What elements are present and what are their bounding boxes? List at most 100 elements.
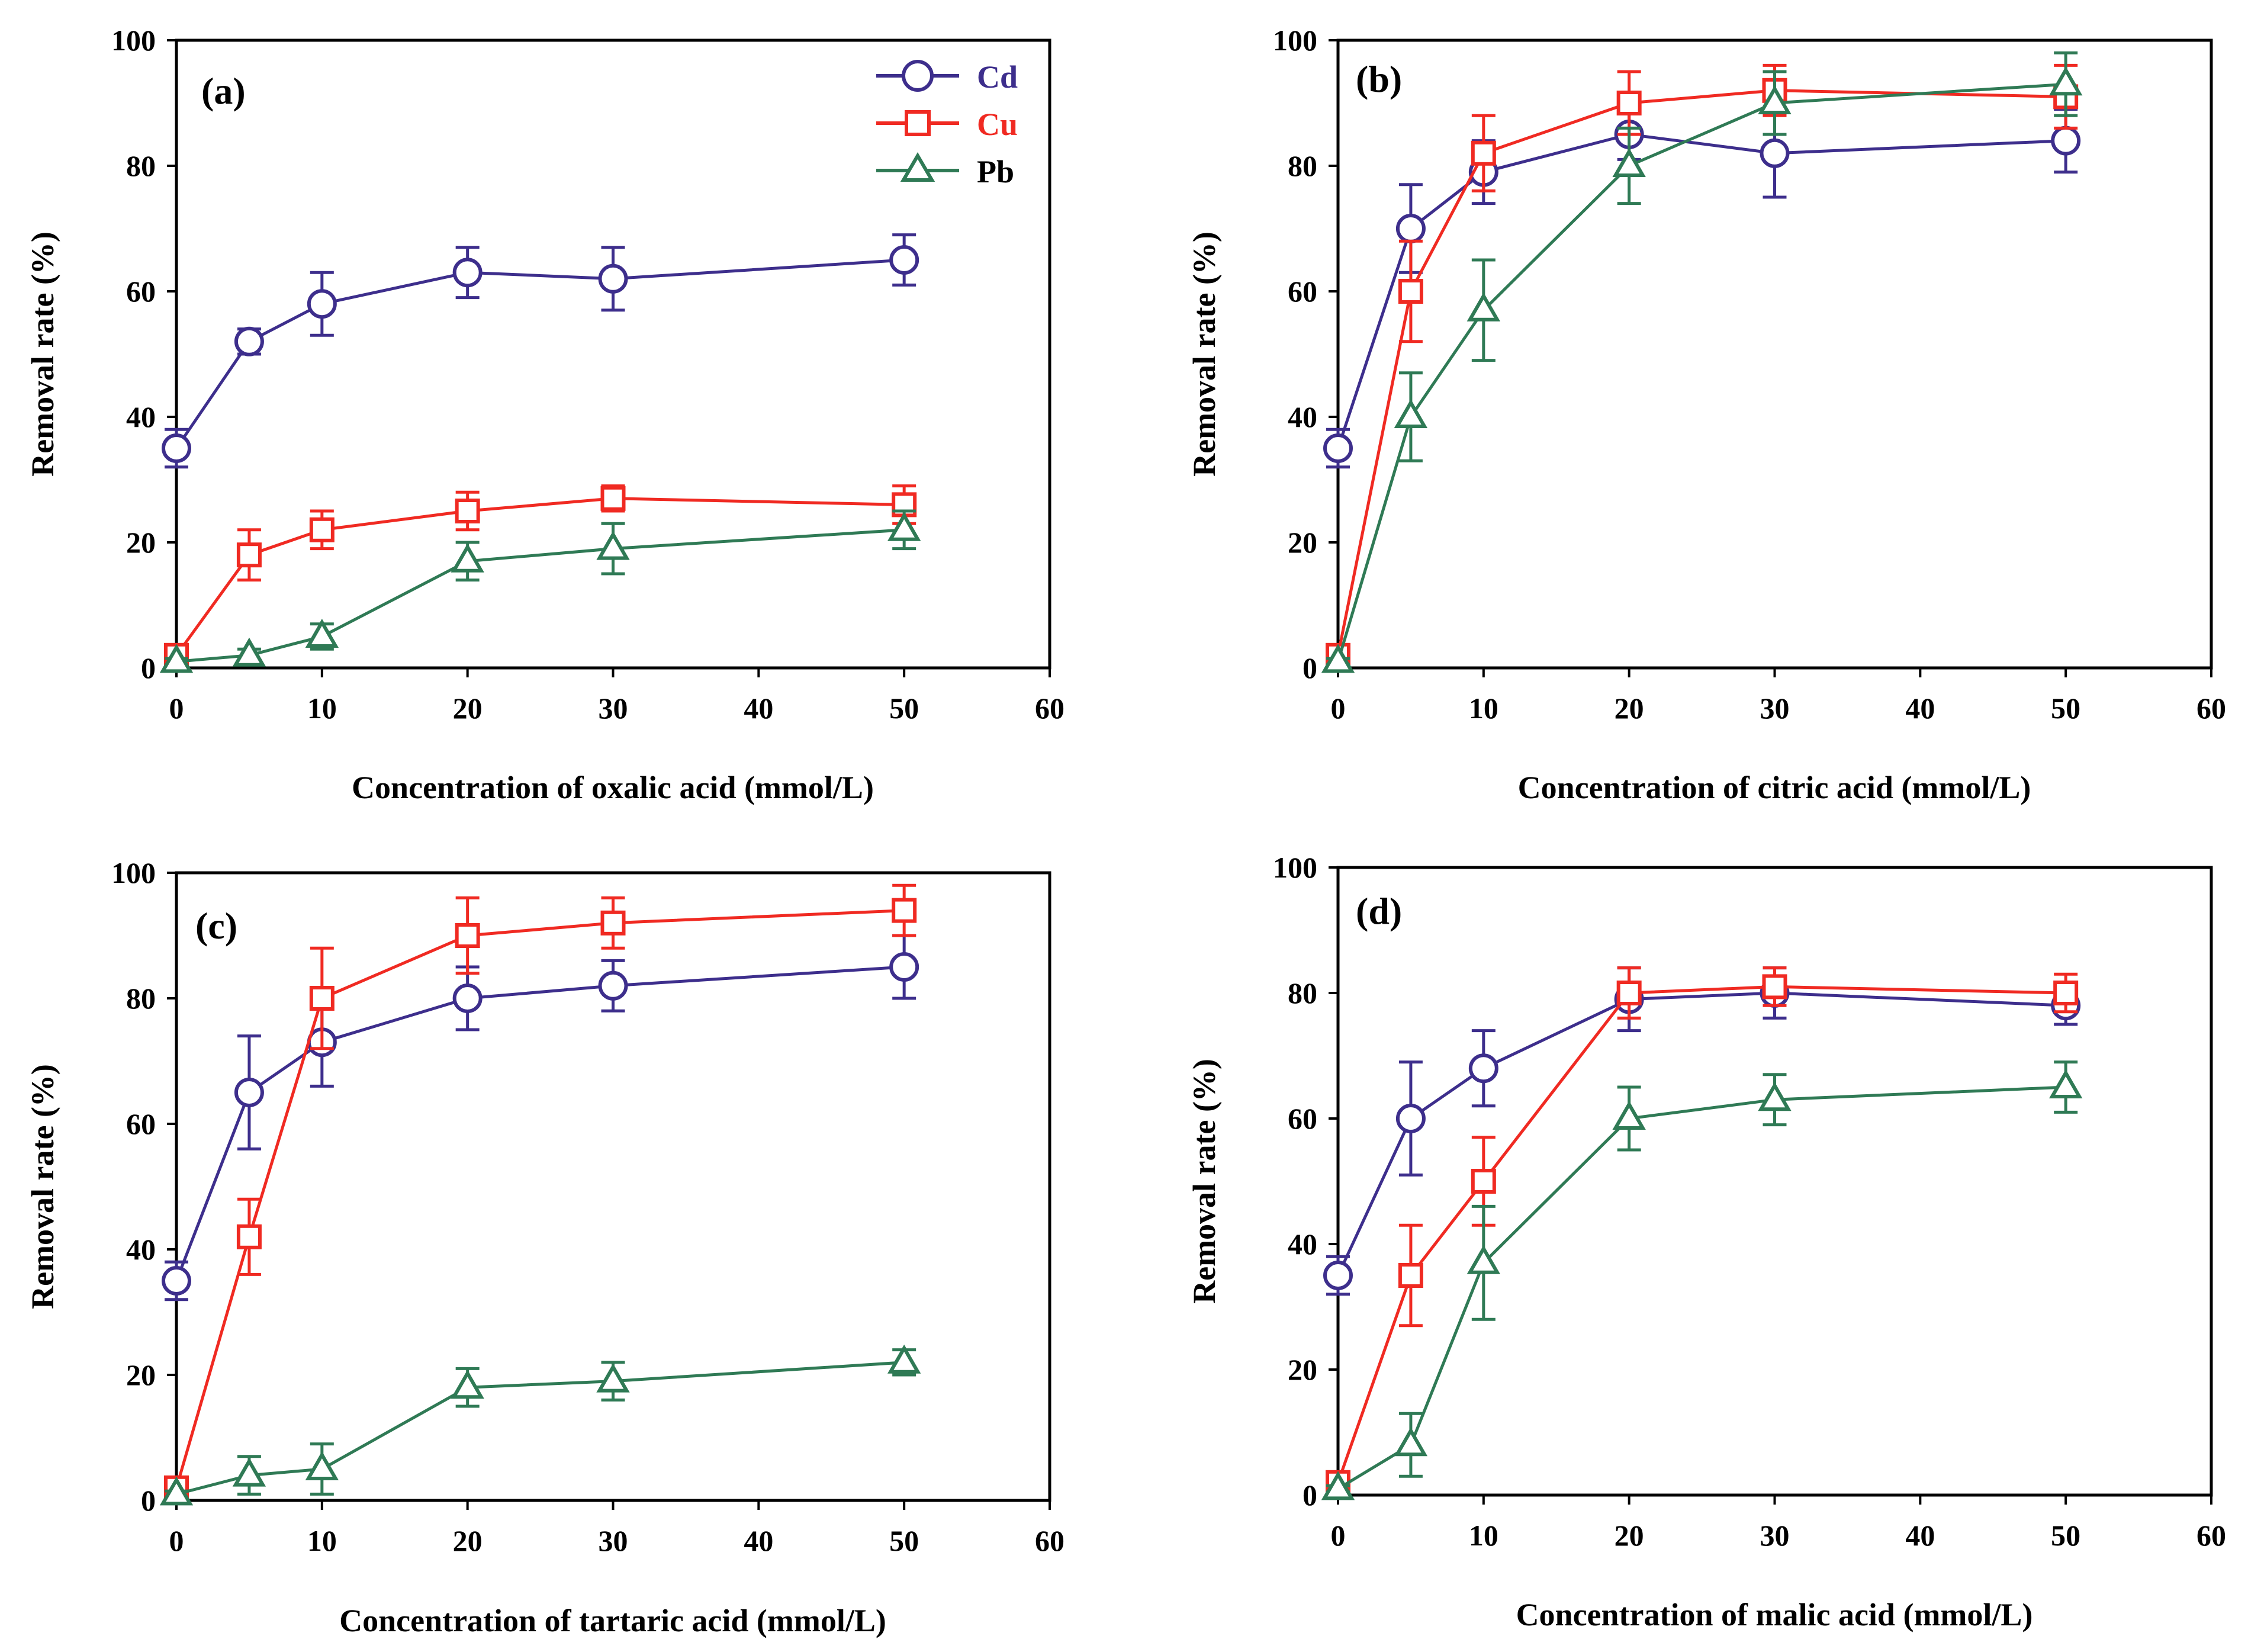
series-line-cu [1336, 985, 2066, 1483]
y-tick-label: 80 [126, 982, 156, 1015]
data-point-cd [162, 433, 191, 463]
data-point-cu [455, 923, 480, 948]
y-tick-label: 100 [111, 856, 156, 889]
legend-label-cd: Cd [977, 59, 1018, 95]
x-tick-label: 0 [169, 692, 184, 725]
x-tick-label: 20 [453, 692, 483, 725]
y-tick-label: 40 [126, 1233, 156, 1266]
data-marks [159, 233, 921, 673]
data-point-pb [1466, 292, 1501, 322]
x-tick-label: 60 [1035, 1524, 1064, 1557]
x-tick-label: 30 [1760, 1519, 1790, 1552]
data-point-cd [1323, 433, 1353, 463]
data-point-cu [1762, 974, 1787, 999]
data-point-cu [309, 986, 335, 1011]
series-line-pb [176, 1361, 905, 1496]
data-point-pb [1466, 1245, 1501, 1274]
axis-ticks: 0 10 20 30 40 50 60 0 20 40 60 80 100 [111, 856, 1064, 1557]
data-point-pb [596, 531, 630, 560]
x-tick-label: 60 [2196, 1519, 2226, 1552]
data-point-cd [1760, 138, 1790, 168]
plot-frame [1336, 866, 2213, 1497]
data-point-cu [309, 517, 335, 542]
y-tick-label: 20 [1288, 1353, 1317, 1386]
y-tick-label: 60 [126, 1107, 156, 1140]
legend-marker-pb [900, 152, 935, 182]
y-tick-label: 20 [126, 526, 156, 559]
y-tick-label: 20 [126, 1358, 156, 1391]
data-marks [159, 883, 921, 1506]
y-tick-label: 80 [1288, 149, 1317, 182]
x-axis-label: Concentration of citric acid (mmol/L) [1518, 770, 2031, 805]
data-point-cd [889, 952, 919, 982]
data-point-cu [2053, 981, 2079, 1005]
data-point-pb [2048, 66, 2083, 96]
data-point-cd [234, 1078, 264, 1107]
y-tick-label: 20 [1288, 526, 1317, 559]
x-tick-label: 60 [1035, 692, 1064, 725]
data-point-pb [159, 644, 194, 673]
y-tick-label: 100 [1273, 851, 1317, 884]
x-tick-label: 40 [1905, 692, 1935, 725]
x-tick-label: 10 [1469, 692, 1498, 725]
x-tick-label: 40 [1905, 1519, 1935, 1552]
data-point-cd [1395, 1104, 1426, 1133]
y-tick-label: 60 [126, 275, 156, 308]
data-point-cu [892, 898, 917, 923]
data-marks [1321, 966, 2083, 1500]
y-tick-label: 60 [1288, 1102, 1317, 1135]
x-axis-label: Concentration of tartaric acid (mmol/L) [339, 1603, 886, 1638]
series-line-cd [1336, 991, 2066, 1277]
data-marks [1321, 51, 2083, 673]
data-point-cd [162, 1266, 191, 1296]
data-point-pb [1321, 644, 1355, 673]
legend-label-cu: Cu [977, 107, 1018, 142]
data-point-cd [598, 970, 628, 1001]
y-tick-label: 40 [126, 400, 156, 433]
y-axis-label: Removal rate (%) [25, 1064, 60, 1309]
data-point-pb [1612, 147, 1646, 177]
series-line-cd [1336, 133, 2066, 449]
x-tick-label: 50 [889, 692, 919, 725]
data-point-pb [305, 618, 339, 648]
data-point-pb [159, 1476, 194, 1506]
y-tick-label: 40 [1288, 400, 1317, 433]
x-tick-label: 30 [1760, 692, 1790, 725]
data-point-pb [451, 543, 484, 573]
x-tick-label: 20 [1615, 692, 1644, 725]
data-point-cd [1323, 1261, 1353, 1290]
y-tick-label: 100 [1273, 24, 1317, 57]
legend: Cd Cu Pb [876, 59, 1018, 189]
x-tick-label: 50 [2051, 692, 2080, 725]
panel-label: (d) [1356, 890, 1402, 932]
x-tick-label: 40 [744, 692, 773, 725]
x-tick-label: 20 [453, 1524, 483, 1557]
y-tick-label: 0 [1303, 651, 1317, 684]
axis-ticks: 0 10 20 30 40 50 60 0 20 40 60 80 100 [1273, 24, 2226, 725]
data-point-pb [232, 637, 266, 667]
data-point-cu [600, 486, 626, 511]
y-tick-label: 40 [1288, 1227, 1317, 1261]
x-tick-label: 10 [307, 692, 337, 725]
data-point-pb [1758, 1082, 1792, 1111]
y-tick-label: 80 [126, 149, 156, 182]
data-point-pb [1321, 1471, 1355, 1500]
series-line-cu [1336, 89, 2066, 656]
legend-label-pb: Pb [977, 154, 1014, 189]
chart-panel-a: (a) Removal rate (%) Concentration of ox… [25, 24, 1064, 805]
x-axis-label: Concentration of oxalic acid (mmol/L) [352, 770, 874, 805]
panel-label: (c) [195, 905, 237, 947]
data-point-pb [887, 512, 921, 541]
data-point-pb [2048, 1069, 2083, 1098]
data-point-pb [451, 1370, 484, 1399]
data-point-cd [1395, 214, 1426, 243]
chart-panel-d: (d) Removal rate (%) Concentration of ma… [1186, 851, 2226, 1632]
y-tick-label: 80 [1288, 976, 1317, 1010]
data-point-cd [889, 245, 919, 275]
data-point-cd [1468, 1053, 1498, 1084]
y-tick-label: 100 [111, 24, 156, 57]
x-tick-label: 10 [1469, 1519, 1498, 1552]
legend-marker-cd [902, 60, 934, 92]
data-point-pb [305, 1451, 339, 1480]
x-tick-label: 0 [1331, 1519, 1346, 1552]
